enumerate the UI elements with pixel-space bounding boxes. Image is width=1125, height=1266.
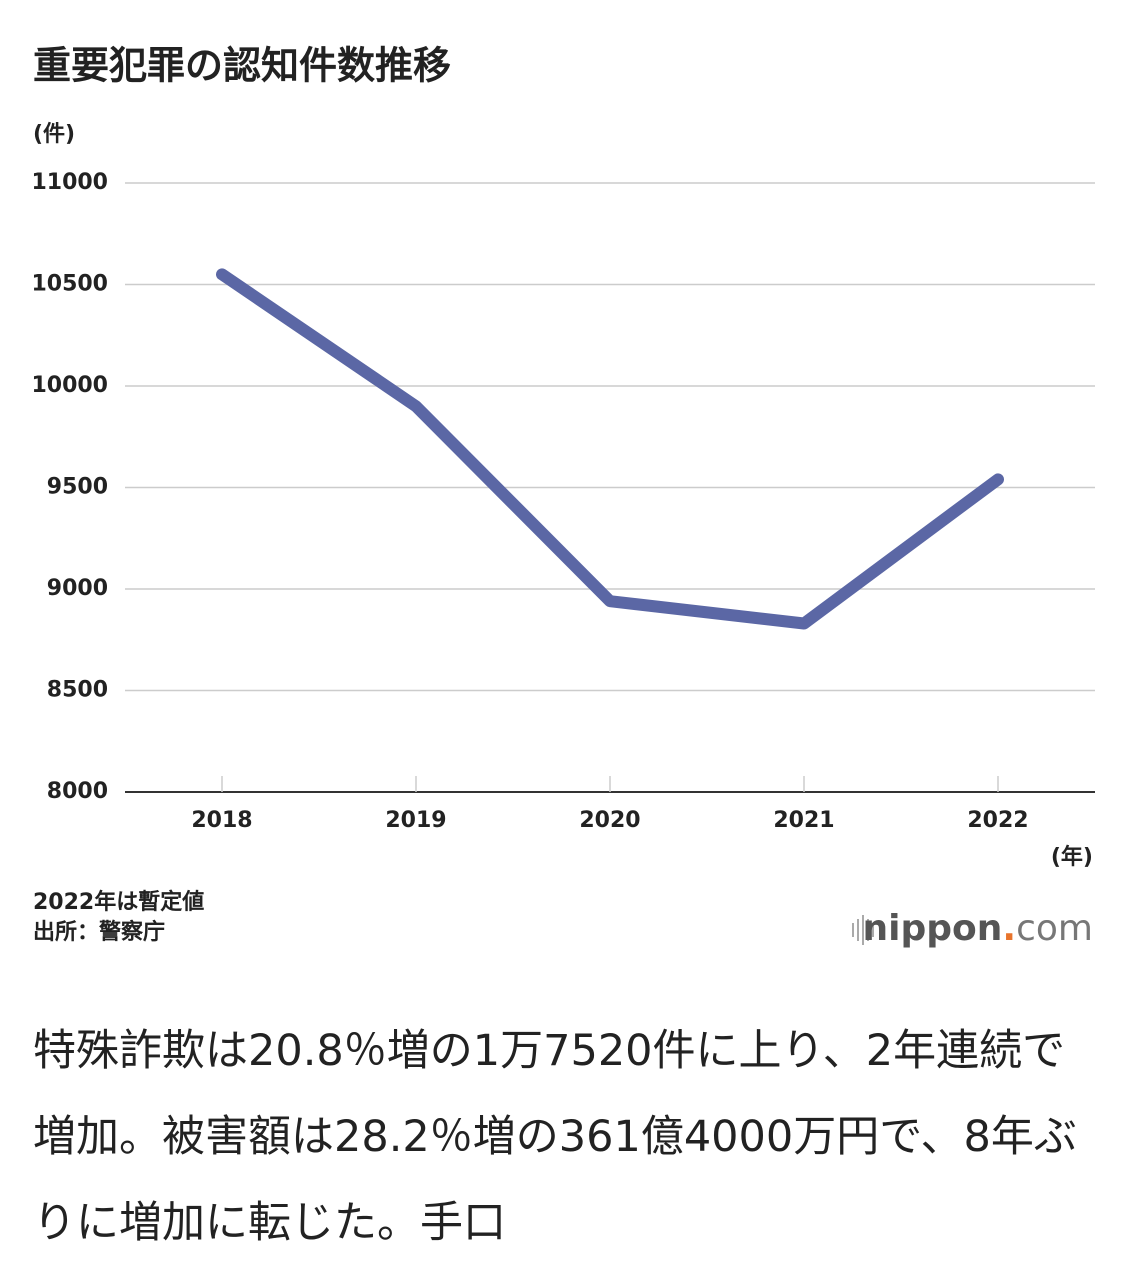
x-tick-label: 2020 bbox=[579, 808, 640, 833]
y-tick-label: 9500 bbox=[47, 475, 108, 500]
note: 2022年は暫定値 bbox=[33, 889, 204, 915]
note: 出所：警察庁 bbox=[33, 919, 165, 945]
x-unit: (年) bbox=[1051, 844, 1093, 870]
brand-icon bbox=[852, 915, 874, 945]
y-tick-label: 8500 bbox=[47, 678, 108, 703]
x-tick-label: 2018 bbox=[191, 808, 252, 833]
x-tick-label: 2022 bbox=[967, 808, 1028, 833]
brand-dot: . bbox=[1002, 908, 1016, 949]
y-tick-label: 8000 bbox=[47, 779, 108, 804]
article-text: 特殊詐欺は20.8％増の1万7520件に上り、2年連続で増加。被害額は28.2％… bbox=[33, 1026, 1077, 1248]
brand-suffix: com bbox=[1016, 908, 1093, 949]
y-tick-label: 10500 bbox=[31, 272, 108, 297]
y-tick-label: 10000 bbox=[31, 373, 108, 398]
chart: 重要犯罪の認知件数推移 (件) (年) 2022年は暫定値 出所：警察庁 nip… bbox=[31, 44, 1095, 949]
x-tick-label: 2019 bbox=[385, 808, 446, 833]
data-line bbox=[216, 268, 1004, 630]
y-tick-label: 9000 bbox=[47, 576, 108, 601]
brand-name: nippon bbox=[863, 908, 1003, 949]
chart-title: 重要犯罪の認知件数推移 bbox=[33, 44, 451, 88]
brand: nippon.com bbox=[863, 908, 1093, 949]
y-unit: (件) bbox=[33, 122, 75, 147]
page: 重要犯罪の認知件数推移 (件) (年) 2022年は暫定値 出所：警察庁 nip… bbox=[31, 43, 1095, 1248]
x-tick-label: 2021 bbox=[773, 808, 834, 833]
y-tick-label: 11000 bbox=[31, 170, 108, 195]
